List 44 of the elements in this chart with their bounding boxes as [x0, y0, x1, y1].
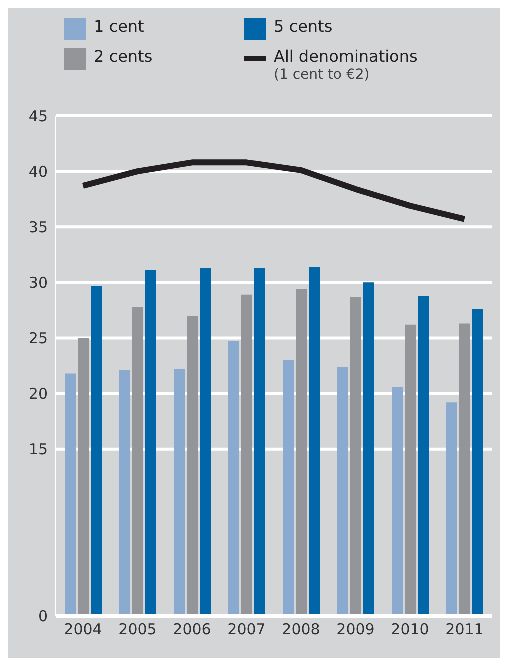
y-tick-label: 35: [28, 218, 48, 236]
x-tick-label: 2008: [282, 620, 320, 639]
bar: [364, 282, 374, 616]
legend-label: 1 cent: [94, 17, 144, 36]
legend-label: 5 cents: [274, 17, 333, 36]
bar: [242, 294, 252, 616]
bar: [200, 268, 211, 616]
x-tick-label: 2004: [64, 620, 102, 639]
bar: [472, 309, 484, 616]
bar: [418, 296, 429, 616]
x-tick-label: 2011: [446, 620, 484, 639]
legend-label: 2 cents: [94, 47, 153, 66]
bar: [187, 316, 198, 616]
bar: [91, 286, 102, 616]
y-tick-label: 40: [28, 162, 48, 181]
bar: [309, 267, 320, 616]
y-tick-label: 0: [38, 607, 48, 626]
bar: [174, 369, 185, 616]
x-tick-label: 2009: [336, 620, 375, 639]
bar: [460, 324, 470, 616]
x-tick-label: 2007: [228, 620, 266, 639]
bar: [350, 297, 362, 616]
bar: [283, 360, 294, 616]
bar: [146, 270, 156, 616]
y-tick-label: 45: [28, 107, 48, 126]
x-tick-label: 2006: [173, 620, 212, 639]
bar: [132, 307, 144, 616]
bar: [228, 342, 240, 616]
bar: [254, 268, 266, 616]
legend-label: All denominations (1 cent to €2): [274, 47, 418, 84]
bar: [78, 338, 89, 616]
y-tick-label: 20: [28, 385, 48, 404]
y-tick-label: 25: [28, 330, 48, 348]
y-tick-label: 30: [28, 274, 48, 292]
x-tick-label: 2005: [118, 620, 157, 639]
bar: [338, 367, 348, 616]
bar: [296, 289, 307, 616]
bar: [65, 374, 76, 616]
x-tick-label: 2010: [391, 620, 430, 639]
bar: [446, 402, 458, 616]
bar: [405, 324, 416, 616]
bar: [120, 370, 130, 616]
bar: [392, 387, 403, 616]
y-tick-label: 15: [28, 440, 48, 459]
